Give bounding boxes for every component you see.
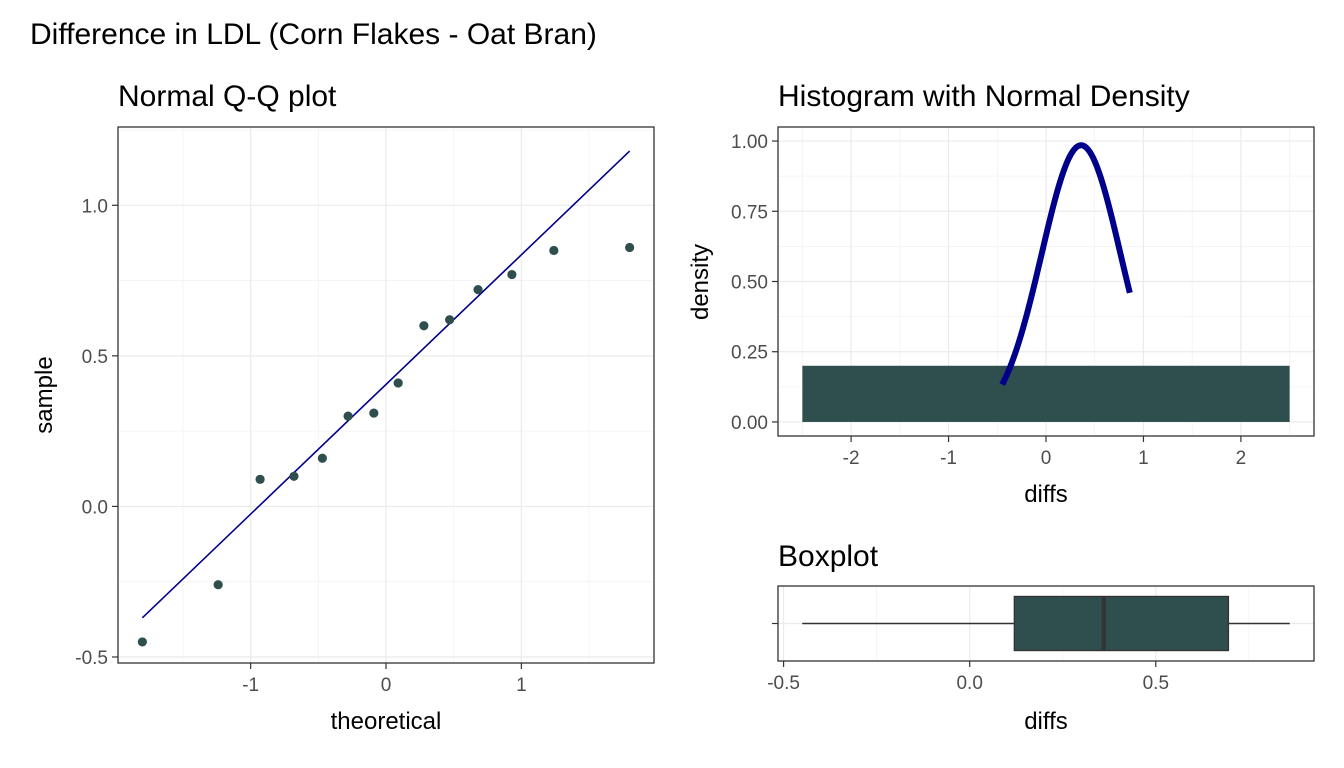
qq-point	[507, 269, 517, 280]
histogram-bar	[802, 365, 1290, 422]
qq-y-axis-title: sample	[31, 356, 58, 433]
histogram-x-tick-label: -2	[843, 448, 860, 469]
qq-plot-title: Normal Q-Q plot	[118, 80, 337, 113]
histogram-title: Histogram with Normal Density	[778, 80, 1190, 113]
histogram-x-tick-label: 1	[1138, 448, 1149, 469]
qq-x-tick-label: -1	[242, 675, 259, 696]
qq-point	[369, 408, 379, 418]
qq-point	[625, 242, 635, 253]
histogram-bars	[802, 365, 1290, 422]
qq-point	[419, 321, 429, 331]
qq-point	[549, 245, 559, 256]
qq-point	[445, 315, 455, 325]
qq-point	[213, 580, 223, 590]
histogram-y-tick-label: 0.00	[731, 413, 768, 434]
qq-point	[289, 471, 299, 481]
qq-x-tick-label: 1	[516, 675, 527, 696]
histogram-y-tick-label: 0.75	[731, 202, 768, 223]
qq-reference-line	[141, 150, 631, 619]
qq-point	[137, 637, 147, 647]
qq-point	[393, 378, 403, 388]
histogram-x-tick-label: 0	[1041, 448, 1052, 469]
density-curve-group	[999, 142, 1133, 386]
qq-point	[317, 453, 327, 463]
boxplot-panel: Boxplot -0.5 0.0 0.5 diffs	[767, 540, 1315, 735]
histogram-panel: Histogram with Normal Density -2 -1 0 1 2 0.0…	[687, 80, 1315, 508]
boxplot-x-tick-label: -0.5	[767, 673, 800, 694]
histogram-x-axis-title: diffs	[1024, 481, 1068, 508]
boxplot-x-axis-title: diffs	[1024, 708, 1068, 735]
histogram-x-tick-label: -1	[940, 448, 957, 469]
histogram-axes: -2 -1 0 1 2 0.00 0.25 0.50 0.75 1.00	[731, 132, 1246, 469]
qq-x-axis-title: theoretical	[331, 708, 442, 735]
qq-point	[255, 474, 265, 484]
figure-title: Difference in LDL (Corn Flakes - Oat Bra…	[30, 18, 597, 51]
qq-grid	[118, 127, 654, 663]
density-curve	[999, 142, 1133, 386]
qq-point	[343, 411, 353, 421]
histogram-y-tick-label: 0.50	[731, 273, 768, 294]
boxplot-x-tick-label: 0.0	[956, 673, 982, 694]
histogram-x-tick-label: 2	[1236, 448, 1247, 469]
qq-points	[137, 242, 635, 647]
histogram-y-tick-label: 0.25	[731, 343, 768, 364]
qq-axes: -1 0 1 -0.5 0.0 0.5 1.0	[75, 196, 526, 696]
boxplot-axes: -0.5 0.0 0.5	[767, 622, 1169, 694]
qq-point	[473, 285, 483, 295]
histogram-y-tick-label: 1.00	[731, 132, 768, 153]
qq-y-tick-label: 0.5	[82, 347, 108, 368]
boxplot-shape	[802, 595, 1290, 652]
histogram-y-axis-title: density	[687, 244, 714, 320]
boxplot-box	[1013, 595, 1230, 652]
qq-y-tick-label: 1.0	[82, 196, 108, 217]
boxplot-x-tick-label: 0.5	[1143, 673, 1169, 694]
qq-y-tick-label: 0.0	[82, 497, 108, 518]
boxplot-title: Boxplot	[778, 540, 879, 573]
qq-x-tick-label: 0	[381, 675, 392, 696]
qq-y-tick-label: -0.5	[75, 648, 108, 669]
qq-plot-panel: Normal Q-Q plot -1 0 1 -0.5 0.0 0.5 1.0 theore…	[31, 80, 655, 735]
qq-reference-line-group	[141, 150, 631, 619]
